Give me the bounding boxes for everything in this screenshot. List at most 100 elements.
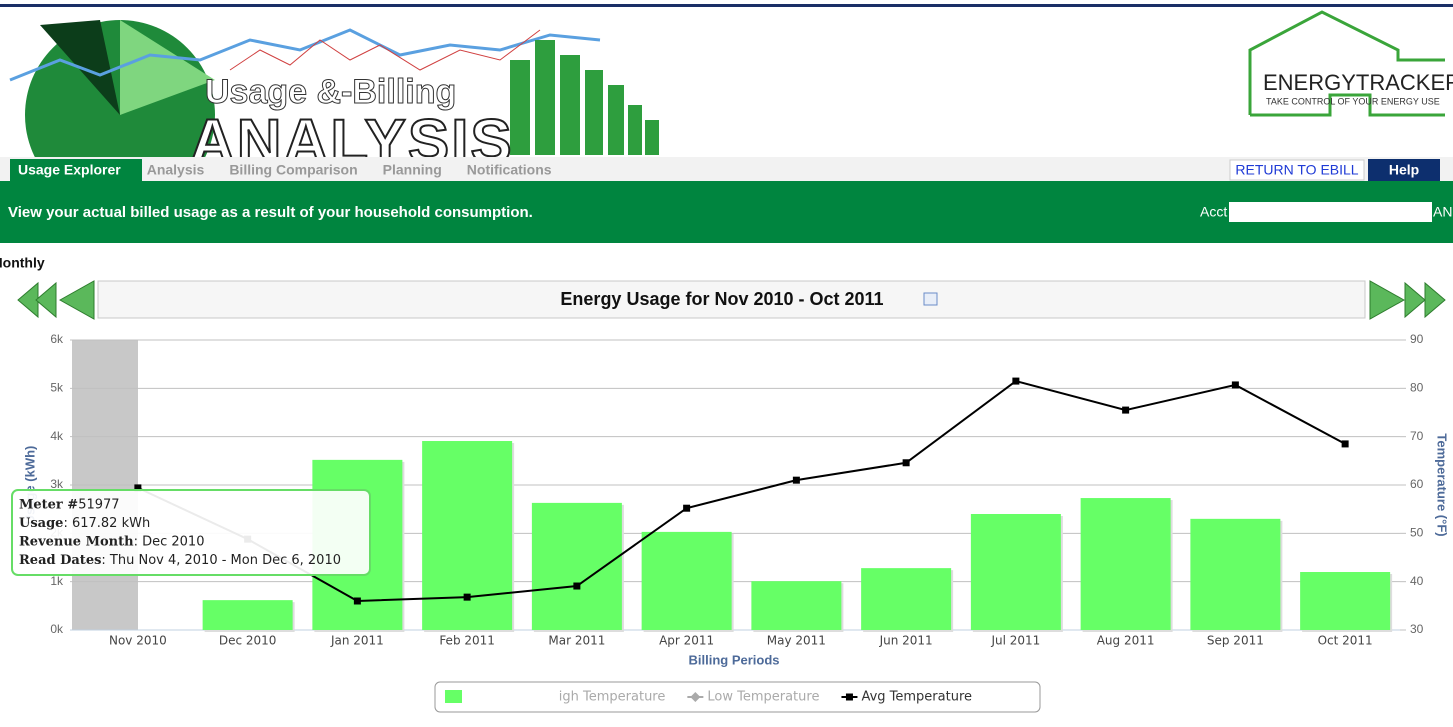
account-end: AN — [1433, 204, 1452, 220]
bar — [641, 531, 732, 630]
help-button[interactable] — [1368, 159, 1440, 181]
nav-tab[interactable]: Billing Comparison — [229, 162, 357, 178]
tooltip — [11, 489, 371, 576]
x-tick-label: Jan 2011 — [330, 634, 384, 648]
bar — [422, 441, 513, 630]
x-tick-label: Apr 2011 — [659, 634, 714, 648]
y2-tick-label: 70 — [1410, 429, 1424, 443]
nav-tab[interactable]: Planning — [383, 162, 442, 178]
account-label: Acct — [1200, 204, 1227, 220]
nav-tab[interactable]: Notifications — [467, 162, 552, 178]
marker — [683, 504, 691, 512]
marker — [1012, 377, 1020, 385]
y-tick-label: 6k — [50, 332, 64, 346]
x-tick-label: Oct 2011 — [1318, 634, 1373, 648]
y2-axis-title: Temperature (°F) — [1435, 433, 1450, 536]
bar — [202, 600, 293, 630]
marker — [902, 459, 910, 467]
legend-swatch — [445, 690, 462, 703]
brand-house — [1250, 93, 1445, 117]
marker — [1122, 406, 1130, 414]
bar — [751, 581, 842, 630]
redaction — [1229, 202, 1432, 222]
period-label: Monthly — [0, 255, 45, 271]
y2-tick-label: 30 — [1410, 622, 1424, 636]
banner-message: View your actual billed usage as a resul… — [8, 204, 533, 221]
x-tick-label: Sep 2011 — [1207, 634, 1264, 648]
tooltip-label: Meter # — [19, 498, 78, 513]
y-tick-label: 1k — [50, 574, 64, 588]
tooltip-label: Usage — [19, 516, 63, 531]
x-axis-title: Billing Periods — [688, 652, 779, 667]
marker — [134, 484, 142, 492]
nav-tab-active[interactable] — [10, 159, 142, 181]
marker — [1341, 440, 1349, 448]
brand: ENERGYTRACKER TAKE CONTROL OF YOUR ENERG… — [1248, 10, 1453, 117]
legend-label[interactable]: Low Temperature — [707, 690, 819, 705]
x-tick-label: Jun 2011 — [879, 634, 933, 648]
line — [137, 379, 1346, 603]
logo-bars — [510, 40, 659, 155]
bar — [1080, 498, 1171, 630]
nav-last[interactable] — [1404, 281, 1426, 319]
x-tick-label: Nov 2010 — [109, 634, 167, 648]
legend-label[interactable]: Avg Temperature — [861, 690, 972, 705]
brand-tagline: TAKE CONTROL OF YOUR ENERGY USE — [1266, 96, 1440, 106]
marker — [573, 582, 581, 590]
marker — [1231, 381, 1239, 389]
bar — [1300, 572, 1391, 630]
y2-tick-label: 90 — [1410, 332, 1424, 346]
y-tick-label: 5k — [50, 381, 64, 395]
top-rule — [0, 4, 1453, 7]
y2-tick-label: 40 — [1410, 574, 1424, 588]
title-box — [97, 280, 1366, 319]
bar — [531, 502, 622, 630]
help-label[interactable]: Help — [1389, 162, 1419, 178]
x-tick-label: Mar 2011 — [548, 634, 605, 648]
logo-line — [229, 29, 541, 71]
nav-next[interactable] — [1369, 280, 1406, 320]
x-tick-label: Dec 2010 — [219, 634, 277, 648]
return-link[interactable]: RETURN TO EBILL — [1235, 162, 1358, 178]
nav-bar — [0, 157, 1453, 181]
export-icon[interactable] — [923, 292, 938, 306]
brand-name: ENERGYTRACKER — [1263, 70, 1453, 95]
tooltip-label: Revenue Month — [19, 535, 134, 550]
banner — [0, 181, 1453, 243]
nav-prev[interactable] — [58, 280, 95, 320]
nav-first[interactable] — [17, 281, 39, 319]
tooltip-value: : 617.82 kWh — [63, 516, 150, 531]
legend-label[interactable]: High Temperature — [549, 690, 665, 705]
tooltip-value: : Thu Nov 4, 2010 - Mon Dec 6, 2010 — [101, 553, 341, 568]
y-tick-label: 0k — [50, 622, 64, 636]
bar — [970, 514, 1061, 630]
nav-first[interactable] — [35, 281, 57, 319]
nav-last[interactable] — [1424, 281, 1446, 319]
y2-tick-label: 60 — [1410, 477, 1424, 491]
y2-tick-label: 50 — [1410, 526, 1424, 540]
brand-house — [1248, 10, 1445, 115]
x-tick-label: Aug 2011 — [1097, 634, 1155, 648]
x-tick-label: May 2011 — [767, 634, 826, 648]
legend — [434, 681, 1041, 713]
tooltip-value: : Dec 2010 — [134, 535, 205, 550]
legend-marker — [690, 692, 701, 702]
logo-title: Usage &-Billing — [205, 73, 456, 111]
logo-line — [9, 28, 601, 82]
legend-marker — [845, 693, 853, 701]
y2-tick-label: 80 — [1410, 381, 1424, 395]
x-tick-label: Jul 2011 — [990, 634, 1040, 648]
nav-tab[interactable]: Analysis — [147, 162, 205, 178]
tooltip-value: 51977 — [78, 498, 119, 513]
marker — [463, 593, 471, 601]
nav-tab[interactable]: Usage Explorer — [18, 162, 121, 178]
x-tick-label: Feb 2011 — [439, 634, 495, 648]
y-tick-label: 3k — [50, 477, 64, 491]
redaction — [466, 686, 558, 708]
return-link-box[interactable] — [1229, 159, 1365, 181]
bar — [861, 568, 952, 630]
marker — [792, 476, 800, 484]
y-tick-label: 4k — [50, 429, 64, 443]
